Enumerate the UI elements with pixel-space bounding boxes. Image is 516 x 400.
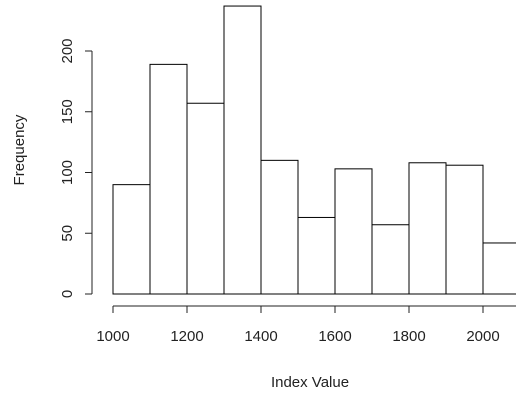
x-tick-label: 1600 bbox=[318, 328, 351, 345]
bar bbox=[186, 102, 225, 295]
x-tick-label: 1200 bbox=[170, 328, 203, 345]
y-tick-label: 50 bbox=[59, 225, 76, 242]
bar bbox=[149, 63, 188, 295]
x-tick-label: 1800 bbox=[392, 328, 425, 345]
bar bbox=[297, 216, 336, 295]
bar bbox=[371, 224, 410, 295]
bar bbox=[112, 184, 151, 295]
x-tick-label: 1000 bbox=[96, 328, 129, 345]
bar bbox=[408, 162, 447, 295]
bar bbox=[260, 159, 299, 295]
y-axis-label: Frequency bbox=[11, 114, 28, 185]
bar bbox=[334, 168, 373, 295]
x-axis-label: Index Value bbox=[271, 374, 349, 391]
y-tick-label: 150 bbox=[59, 99, 76, 124]
y-tick-label: 100 bbox=[59, 160, 76, 185]
x-tick-label: 1400 bbox=[244, 328, 277, 345]
y-tick-label: 200 bbox=[59, 38, 76, 63]
y-tick-label: 0 bbox=[59, 290, 76, 298]
bar bbox=[223, 5, 262, 295]
x-tick-label: 2000 bbox=[466, 328, 499, 345]
bar bbox=[445, 164, 484, 295]
bar bbox=[482, 242, 516, 295]
